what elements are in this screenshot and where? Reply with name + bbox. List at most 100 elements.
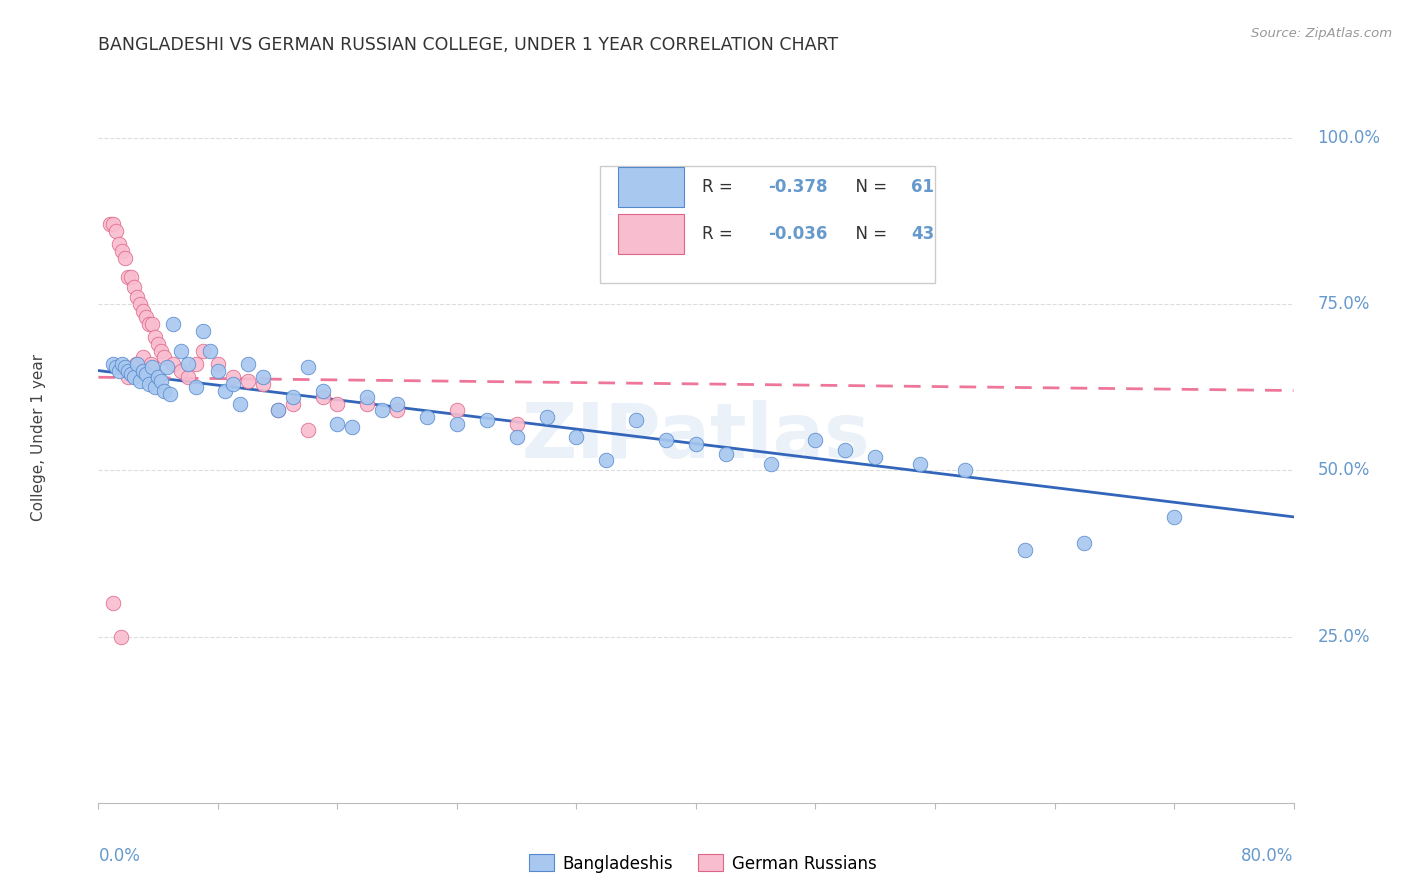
Point	[153, 351, 176, 365]
Point	[595, 453, 617, 467]
Point	[565, 430, 588, 444]
Point	[156, 360, 179, 375]
Point	[141, 360, 163, 375]
Text: ZIPatlas: ZIPatlas	[522, 401, 870, 474]
Point	[138, 317, 160, 331]
Point	[139, 357, 162, 371]
Point	[132, 351, 155, 365]
Point	[111, 357, 134, 371]
Text: 50.0%: 50.0%	[1317, 461, 1369, 479]
Point	[105, 224, 128, 238]
Point	[117, 363, 139, 377]
Point	[159, 387, 181, 401]
Point	[714, 447, 737, 461]
Point	[150, 343, 173, 358]
Point	[229, 397, 252, 411]
Text: Source: ZipAtlas.com: Source: ZipAtlas.com	[1251, 27, 1392, 40]
Point	[356, 397, 378, 411]
Point	[685, 436, 707, 450]
Point	[132, 303, 155, 318]
Point	[326, 417, 349, 431]
Point	[297, 424, 319, 438]
Point	[236, 357, 259, 371]
Point	[385, 403, 409, 417]
Point	[908, 457, 931, 471]
Point	[475, 413, 498, 427]
Point	[200, 343, 222, 358]
Text: N =: N =	[845, 225, 893, 243]
Point	[153, 384, 176, 398]
Point	[135, 310, 157, 325]
Point	[953, 463, 976, 477]
Text: College, Under 1 year: College, Under 1 year	[31, 353, 46, 521]
Point	[267, 403, 290, 417]
Point	[135, 367, 157, 381]
Point	[138, 376, 160, 391]
Point	[108, 237, 131, 252]
Point	[127, 357, 149, 371]
Text: 0.0%: 0.0%	[98, 847, 141, 864]
Point	[103, 217, 125, 231]
Point	[655, 434, 678, 448]
Text: -0.036: -0.036	[768, 225, 827, 243]
Point	[326, 397, 349, 411]
Point	[108, 363, 131, 377]
Point	[162, 357, 184, 371]
Point	[148, 337, 170, 351]
Point	[1163, 509, 1185, 524]
Text: BANGLADESHI VS GERMAN RUSSIAN COLLEGE, UNDER 1 YEAR CORRELATION CHART: BANGLADESHI VS GERMAN RUSSIAN COLLEGE, U…	[98, 36, 838, 54]
Point	[117, 370, 139, 384]
Point	[103, 357, 125, 371]
Point	[385, 397, 409, 411]
Point	[865, 450, 887, 464]
Text: 100.0%: 100.0%	[1317, 128, 1381, 147]
Point	[143, 380, 166, 394]
Point	[356, 390, 378, 404]
Point	[342, 420, 364, 434]
FancyBboxPatch shape	[600, 167, 935, 284]
Point	[759, 457, 782, 471]
Point	[127, 290, 149, 304]
Text: R =: R =	[702, 225, 738, 243]
Legend: Bangladeshis, German Russians: Bangladeshis, German Russians	[523, 847, 883, 880]
Point	[252, 376, 274, 391]
Text: -0.378: -0.378	[768, 178, 827, 196]
Point	[371, 403, 394, 417]
Point	[184, 380, 207, 394]
Point	[191, 324, 214, 338]
Point	[124, 370, 146, 384]
Point	[416, 410, 439, 425]
Point	[141, 317, 163, 331]
Text: 80.0%: 80.0%	[1241, 847, 1294, 864]
Text: 43: 43	[911, 225, 935, 243]
Point	[129, 297, 152, 311]
Point	[114, 360, 136, 375]
Text: R =: R =	[702, 178, 738, 196]
Point	[120, 270, 142, 285]
Text: 61: 61	[911, 178, 934, 196]
Point	[236, 374, 259, 388]
Point	[177, 370, 200, 384]
Text: N =: N =	[845, 178, 893, 196]
Point	[536, 410, 558, 425]
Point	[311, 390, 333, 404]
Point	[162, 317, 184, 331]
Point	[1014, 543, 1036, 558]
Point	[148, 370, 170, 384]
Point	[169, 343, 191, 358]
Point	[267, 403, 290, 417]
FancyBboxPatch shape	[619, 213, 685, 254]
Point	[222, 370, 245, 384]
Point	[191, 343, 214, 358]
Point	[110, 630, 132, 644]
Point	[111, 244, 134, 258]
Text: 75.0%: 75.0%	[1317, 295, 1369, 313]
Point	[281, 397, 304, 411]
Point	[114, 251, 136, 265]
Point	[103, 596, 125, 610]
Point	[297, 360, 319, 375]
Point	[184, 357, 207, 371]
Point	[446, 417, 468, 431]
Point	[624, 413, 647, 427]
Point	[117, 270, 139, 285]
